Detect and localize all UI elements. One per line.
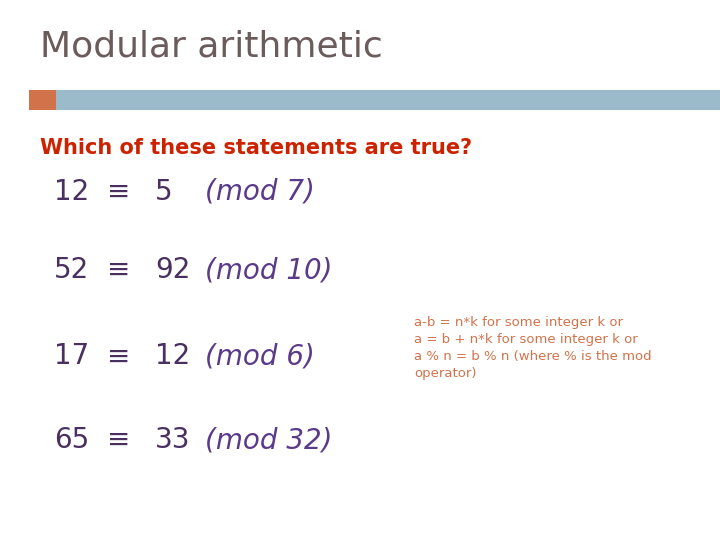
Text: ≡: ≡: [107, 256, 130, 284]
Text: (mod 6): (mod 6): [205, 342, 315, 370]
Text: 33: 33: [155, 426, 190, 454]
FancyBboxPatch shape: [56, 90, 720, 110]
Text: Modular arithmetic: Modular arithmetic: [40, 30, 382, 64]
Text: ≡: ≡: [107, 178, 130, 206]
Text: 92: 92: [155, 256, 190, 284]
Text: (mod 32): (mod 32): [205, 426, 333, 454]
Text: a-b = n*k for some integer k or
a = b + n*k for some integer k or
a % n = b % n : a-b = n*k for some integer k or a = b + …: [414, 316, 652, 380]
Text: ≡: ≡: [107, 342, 130, 370]
Text: 12: 12: [54, 178, 89, 206]
Text: 12: 12: [155, 342, 190, 370]
Text: ≡: ≡: [107, 426, 130, 454]
Text: 52: 52: [54, 256, 89, 284]
Text: (mod 7): (mod 7): [205, 178, 315, 206]
Text: Which of these statements are true?: Which of these statements are true?: [40, 138, 472, 158]
Text: 17: 17: [54, 342, 89, 370]
Text: 5: 5: [155, 178, 172, 206]
Text: (mod 10): (mod 10): [205, 256, 333, 284]
Text: 65: 65: [54, 426, 89, 454]
FancyBboxPatch shape: [29, 90, 56, 110]
